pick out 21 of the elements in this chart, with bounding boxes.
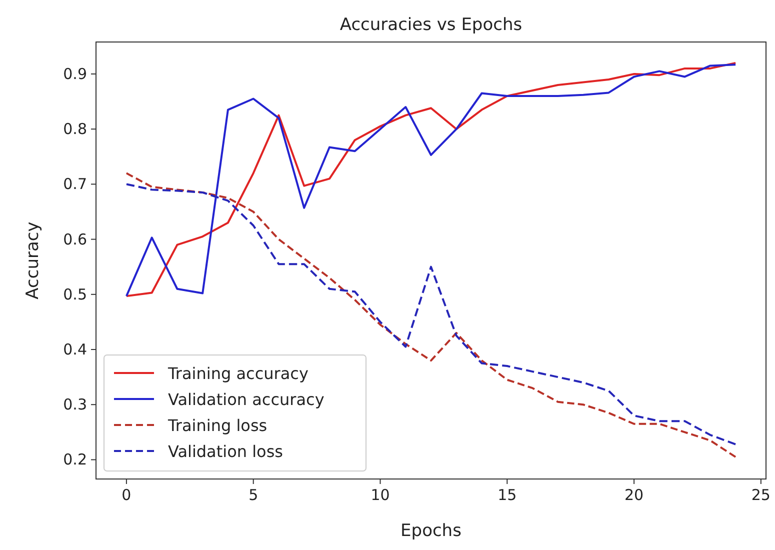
x-tick-label: 25 — [751, 486, 770, 504]
x-tick-label: 15 — [498, 486, 517, 504]
legend-label: Training loss — [167, 416, 268, 435]
x-tick-label: 10 — [370, 486, 390, 504]
y-tick-label: 0.5 — [63, 285, 87, 304]
x-tick-label: 0 — [122, 486, 132, 504]
y-tick-label: 0.8 — [63, 120, 87, 138]
x-axis-title: Epochs — [400, 521, 462, 541]
legend-label: Validation loss — [168, 442, 283, 461]
legend-label: Validation accuracy — [168, 390, 324, 409]
y-axis-title: Accuracy — [23, 222, 43, 300]
y-tick-label: 0.9 — [63, 64, 87, 83]
y-tick-label: 0.3 — [63, 396, 87, 414]
x-tick-label: 5 — [248, 486, 258, 504]
y-tick-label: 0.6 — [63, 230, 87, 248]
y-tick-label: 0.4 — [63, 340, 87, 358]
y-tick-label: 0.7 — [63, 175, 87, 194]
y-tick-label: 0.2 — [63, 450, 87, 469]
x-tick-label: 20 — [624, 486, 644, 504]
legend-label: Training accuracy — [167, 364, 308, 383]
chart-title: Accuracies vs Epochs — [340, 15, 522, 35]
